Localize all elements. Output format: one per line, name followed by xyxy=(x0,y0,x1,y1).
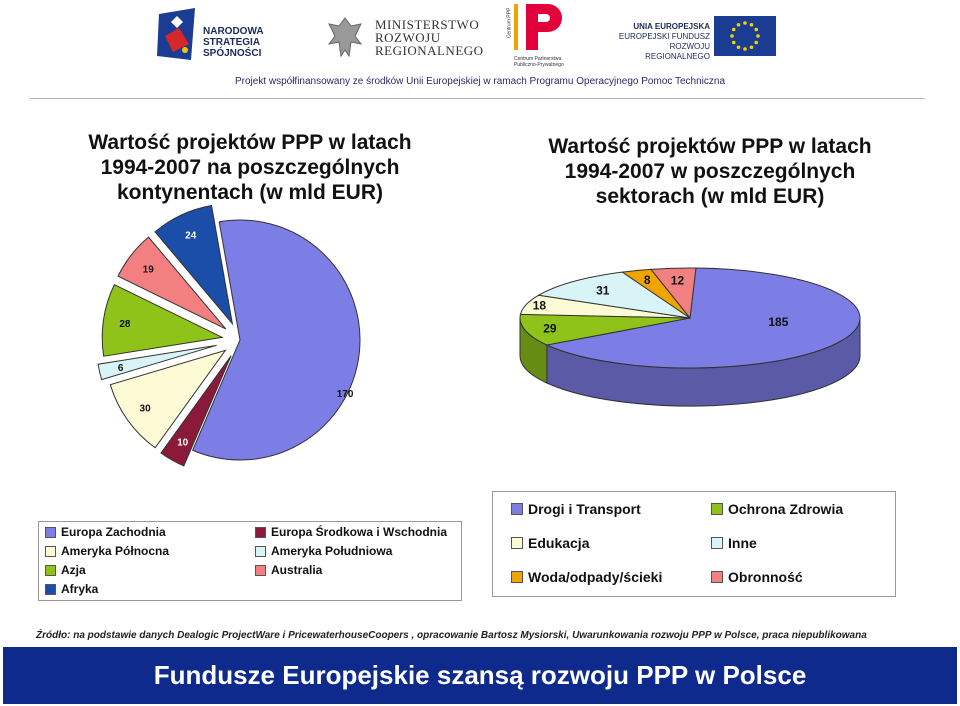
pie1-slice xyxy=(191,219,361,461)
legend-label: Ochrona Zdrowia xyxy=(728,501,844,517)
legend-item: Ochrona Zdrowia xyxy=(711,501,843,517)
chart1-title-line: 1994-2007 na poszczególnych xyxy=(100,156,400,179)
pie2-slice xyxy=(519,313,691,346)
logo3-caption2: Publiczno-Prywatnego xyxy=(514,62,564,68)
legend-continents: Europa Zachodnia Europa Środkowa i Wschod… xyxy=(38,521,462,601)
pie1-slice xyxy=(97,344,217,381)
legend-label: Europa Środkowa i Wschodnia xyxy=(271,525,448,539)
source-note: Źródło: na podstawie danych Dealogic Pro… xyxy=(36,630,867,641)
eagle-emblem-icon xyxy=(327,17,363,58)
legend-swatch xyxy=(45,564,56,576)
pie1-data-label: 170 xyxy=(337,389,354,400)
logo-centrum-ppp: Centrum Partnerstwa Publiczno-Prywatnego… xyxy=(506,0,578,72)
pie-sectors: 185 29 18 31 8 12 xyxy=(519,267,861,407)
legend-item: Drogi i Transport xyxy=(511,501,641,517)
chart1-title-line: kontynentach (w mld EUR) xyxy=(116,181,384,204)
pie1-slice xyxy=(160,355,232,467)
legend-swatch xyxy=(511,571,523,583)
logo1-line1: NARODOWA xyxy=(203,26,264,37)
pie1-slice xyxy=(117,236,227,330)
pie2-data-label: 31 xyxy=(596,284,610,298)
legend-item: Australia xyxy=(255,563,322,577)
pie2-data-label: 18 xyxy=(533,299,547,313)
legend-swatch xyxy=(711,503,723,515)
logo1-line2: STRATEGIA SPÓJNOŚCI xyxy=(203,37,262,59)
legend-item: Woda/odpady/ścieki xyxy=(511,569,662,585)
logo3-caption1: Centrum Partnerstwa xyxy=(514,56,562,62)
legend-swatch xyxy=(511,503,523,515)
legend-label: Afryka xyxy=(61,582,99,596)
chart2-title-line: Wartość projektów PPP w latach xyxy=(548,135,872,158)
pie2-data-label: 29 xyxy=(543,321,557,335)
pie1-slice xyxy=(101,283,224,357)
logo4-line3: ROZWOJU REGIONALNEGO xyxy=(645,42,710,61)
legend-item: Edukacja xyxy=(511,535,589,551)
legend-label: Europa Zachodnia xyxy=(61,525,166,539)
legend-swatch xyxy=(255,545,266,557)
legend-swatch xyxy=(45,583,56,595)
logo2-line1: MINISTERSTWO xyxy=(375,17,480,32)
pie1-data-label: 28 xyxy=(119,319,131,330)
eu-flag-icon xyxy=(714,16,776,56)
legend-item: Azja xyxy=(45,563,86,577)
legend-swatch xyxy=(711,571,723,583)
footer-banner: Fundusze Europejskie szansą rozwoju PPP … xyxy=(3,647,957,704)
logo2-line2: ROZWOJU xyxy=(375,30,441,45)
legend-swatch xyxy=(45,526,56,538)
legend-label: Inne xyxy=(728,535,757,551)
legend-item: Afryka xyxy=(45,582,98,596)
legend-item: Ameryka Północna xyxy=(45,544,169,558)
chart-title-continents: Wartość projektów PPP w latach 1994-2007… xyxy=(70,130,430,205)
pie2-data-label: 8 xyxy=(644,273,651,287)
pie1-data-label: 10 xyxy=(177,437,189,448)
legend-label: Drogi i Transport xyxy=(528,501,641,517)
pie1-data-label: 6 xyxy=(118,363,124,374)
ppp-p-letter-icon xyxy=(514,4,562,50)
legend-swatch xyxy=(511,537,523,549)
chart2-title-line: sektorach (w mld EUR) xyxy=(595,185,825,208)
pie1-data-label: 30 xyxy=(140,403,152,414)
legend-swatch xyxy=(255,564,266,576)
legend-label: Woda/odpady/ścieki xyxy=(528,569,663,585)
pie2-slice xyxy=(537,271,691,319)
legend-item: Inne xyxy=(711,535,757,551)
header-divider xyxy=(30,98,925,99)
cofinance-note: Projekt współfinansowany ze środków Unii… xyxy=(234,76,726,87)
chart1-title-line: Wartość projektów PPP w latach xyxy=(88,131,412,154)
chart-title-sectors: Wartość projektów PPP w latach 1994-2007… xyxy=(525,134,895,209)
legend-sectors: Drogi i Transport Ochrona Zdrowia Edukacja… xyxy=(492,491,896,597)
legend-swatch xyxy=(45,545,56,557)
nss-emblem-icon xyxy=(157,8,195,60)
logo-unia-europejska: UNIA EUROPEJSKA EUROPEJSKI FUNDUSZ ROZWO… xyxy=(610,0,780,72)
legend-item: Europa Środkowa i Wschodnia xyxy=(255,525,447,539)
legend-label: Edukacja xyxy=(528,535,590,551)
legend-item: Europa Zachodnia xyxy=(45,525,166,539)
legend-swatch xyxy=(255,526,266,538)
logo2-line3: REGIONALNEGO xyxy=(375,43,484,58)
chart2-title-line: 1994-2007 w poszczególnych xyxy=(564,160,856,183)
logo-ministerstwo: MINISTERSTWO ROZWOJU REGIONALNEGO xyxy=(325,0,485,72)
legend-label: Ameryka Południowa xyxy=(271,544,393,558)
pie-continents: 170 10 30 6 28 19 24 xyxy=(97,204,361,467)
legend-label: Ameryka Północna xyxy=(61,544,170,558)
logo4-line1: UNIA EUROPEJSKA xyxy=(633,22,710,31)
pie1-slice xyxy=(109,349,227,449)
logo-narodowa-strategia: NARODOWA STRATEGIA SPÓJNOŚCI xyxy=(155,0,305,72)
pie2-slice xyxy=(545,267,861,369)
legend-label: Australia xyxy=(271,563,323,577)
pie1-data-label: 24 xyxy=(185,231,197,242)
legend-item: Obronność xyxy=(711,569,803,585)
pie1-data-label: 19 xyxy=(143,264,155,275)
legend-label: Obronność xyxy=(728,569,803,585)
pie2-data-label: 12 xyxy=(671,274,685,288)
legend-label: Azja xyxy=(61,563,86,577)
pie2-data-label: 185 xyxy=(768,315,788,329)
pie2-slice xyxy=(650,267,697,320)
legend-item: Ameryka Południowa xyxy=(255,544,392,558)
legend-swatch xyxy=(711,537,723,549)
logo4-line2: EUROPEJSKI FUNDUSZ xyxy=(618,32,710,41)
pie1-slice xyxy=(154,204,234,326)
